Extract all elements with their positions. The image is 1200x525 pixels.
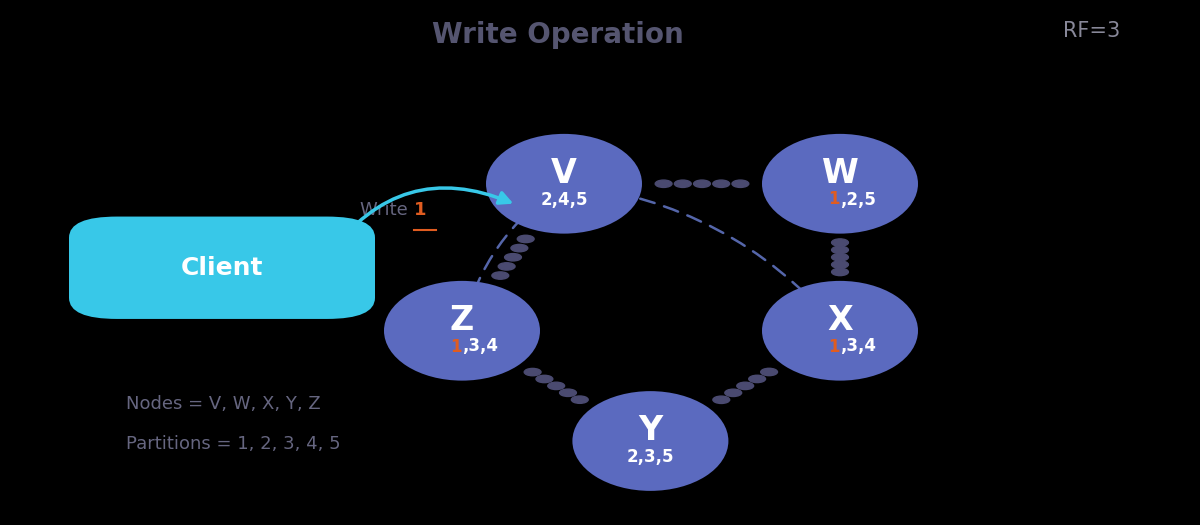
Circle shape xyxy=(725,389,742,396)
Circle shape xyxy=(548,382,565,390)
Text: Nodes = V, W, X, Y, Z: Nodes = V, W, X, Y, Z xyxy=(126,395,320,413)
Circle shape xyxy=(737,382,754,390)
Circle shape xyxy=(832,254,848,261)
Text: W: W xyxy=(822,157,858,190)
Text: RF=3: RF=3 xyxy=(1063,21,1121,41)
Text: ,3,4: ,3,4 xyxy=(840,338,876,355)
Ellipse shape xyxy=(762,281,918,381)
Circle shape xyxy=(832,261,848,268)
Circle shape xyxy=(517,235,534,243)
Text: Write: Write xyxy=(360,201,414,219)
Text: 1: 1 xyxy=(828,338,840,355)
Ellipse shape xyxy=(572,391,728,491)
Ellipse shape xyxy=(486,134,642,234)
Circle shape xyxy=(524,369,541,376)
Circle shape xyxy=(492,272,509,279)
FancyBboxPatch shape xyxy=(70,216,374,319)
Text: V: V xyxy=(551,157,577,190)
Circle shape xyxy=(511,245,528,252)
Ellipse shape xyxy=(762,134,918,234)
Text: ,3,4: ,3,4 xyxy=(462,338,498,355)
Circle shape xyxy=(713,180,730,187)
Circle shape xyxy=(832,239,848,246)
Circle shape xyxy=(536,375,553,383)
Circle shape xyxy=(498,262,515,270)
Text: 1: 1 xyxy=(414,201,426,219)
Circle shape xyxy=(571,396,588,403)
Text: Client: Client xyxy=(181,256,263,280)
Circle shape xyxy=(559,389,576,396)
Text: ,2,5: ,2,5 xyxy=(840,191,876,208)
Text: Write Operation: Write Operation xyxy=(432,21,684,49)
Text: 2,3,5: 2,3,5 xyxy=(626,448,674,466)
Text: Y: Y xyxy=(638,414,662,447)
Circle shape xyxy=(832,268,848,276)
Circle shape xyxy=(749,375,766,383)
Circle shape xyxy=(694,180,710,187)
Ellipse shape xyxy=(384,281,540,381)
Circle shape xyxy=(713,396,730,403)
Circle shape xyxy=(504,254,521,261)
Circle shape xyxy=(732,180,749,187)
Text: 1: 1 xyxy=(828,191,840,208)
Circle shape xyxy=(761,369,778,376)
Text: 2,4,5: 2,4,5 xyxy=(540,191,588,208)
Text: Partitions = 1, 2, 3, 4, 5: Partitions = 1, 2, 3, 4, 5 xyxy=(126,435,341,453)
Circle shape xyxy=(832,246,848,254)
Circle shape xyxy=(655,180,672,187)
Text: Z: Z xyxy=(450,304,474,337)
Text: 1: 1 xyxy=(450,338,462,355)
Circle shape xyxy=(674,180,691,187)
Text: X: X xyxy=(827,304,853,337)
